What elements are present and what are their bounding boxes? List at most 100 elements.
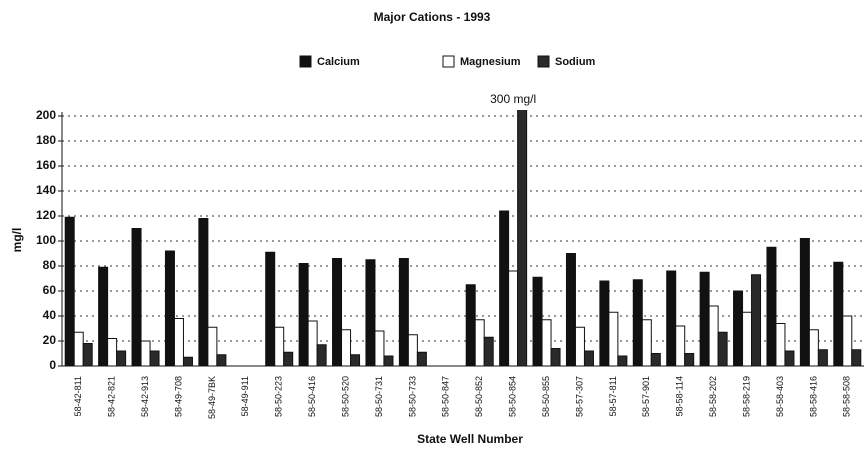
bar (149, 350, 160, 367)
bar (341, 329, 352, 367)
x-tick-label: 58-58-202 (708, 376, 718, 417)
bar (833, 261, 844, 367)
chart-title: Major Cations - 1993 (374, 10, 491, 24)
y-tick-label: 20 (43, 333, 57, 347)
y-tick-label: 60 (43, 283, 57, 297)
y-axis-title: mg/l (10, 228, 24, 253)
x-tick-label: 58-57-811 (608, 376, 618, 416)
bar (307, 320, 318, 367)
legend-label: Calcium (317, 56, 360, 68)
x-axis-title: State Well Number (417, 432, 523, 446)
bar (365, 259, 376, 367)
bar (508, 270, 519, 367)
bar (608, 311, 619, 367)
bar (483, 336, 494, 367)
x-tick-label: 58-50-847 (441, 376, 451, 417)
x-tick-label: 58-57-901 (641, 376, 651, 417)
bar (565, 253, 576, 367)
x-tick-label: 58-57-307 (574, 376, 584, 417)
bar (398, 258, 409, 367)
x-tick-label: 58-42-821 (107, 376, 117, 417)
bar (550, 348, 561, 367)
x-tick-label: 58-49-7BK (207, 376, 217, 419)
bars (64, 110, 862, 367)
bar (298, 263, 309, 367)
bar (799, 238, 810, 367)
y-tick-label: 160 (36, 158, 56, 172)
bar (198, 218, 209, 367)
bar (733, 290, 744, 367)
bar (675, 325, 686, 367)
bar (499, 210, 510, 367)
x-tick-label: 58-58-219 (741, 376, 751, 417)
bar (164, 250, 175, 367)
y-tick-label: 180 (36, 133, 56, 147)
legend-swatch (442, 55, 455, 68)
bar (316, 344, 327, 367)
x-tick-label: 58-50-223 (274, 376, 284, 417)
bar (599, 280, 610, 367)
x-tick-label: 58-50-520 (340, 376, 350, 417)
x-tick-label: 58-50-855 (541, 376, 551, 417)
bar (474, 319, 485, 367)
bar (73, 331, 84, 367)
x-tick-label: 58-50-733 (407, 376, 417, 417)
bar (465, 284, 476, 367)
bar (817, 349, 828, 367)
y-tick-label: 100 (36, 233, 56, 247)
bar (173, 318, 184, 367)
bar (350, 354, 361, 367)
x-tick-label: 58-50-852 (474, 376, 484, 417)
legend-label: Sodium (555, 56, 596, 68)
y-tick-label: 0 (49, 358, 56, 372)
bar (541, 319, 552, 367)
bar (751, 274, 762, 367)
x-tick-label: 58-50-731 (374, 376, 384, 417)
bar (742, 311, 753, 367)
bar (283, 351, 294, 367)
y-tick-label: 40 (43, 308, 57, 322)
bar (98, 266, 109, 367)
bar (583, 350, 594, 367)
bar (708, 305, 719, 367)
legend-label: Magnesium (460, 56, 521, 68)
annotation: 300 mg/l (490, 92, 536, 106)
bar (666, 270, 677, 367)
bar (684, 353, 695, 367)
bar (64, 216, 75, 367)
x-tick-label: 58-58-114 (675, 376, 685, 416)
bar (517, 110, 528, 367)
bar (182, 356, 193, 367)
x-tick-label: 58-49-708 (173, 376, 183, 417)
bar (717, 331, 728, 367)
bar (641, 319, 652, 367)
bar (374, 330, 385, 367)
bar (207, 326, 218, 367)
y-tick-label: 80 (43, 258, 57, 272)
bar (383, 355, 394, 367)
bar (116, 350, 127, 367)
bar (216, 354, 227, 367)
bar (274, 326, 285, 367)
bar (784, 350, 795, 367)
bar (851, 349, 862, 367)
bar (632, 279, 643, 367)
y-tick-label: 200 (36, 108, 56, 122)
x-tick-label: 58-49-911 (240, 376, 250, 416)
bar (775, 323, 786, 367)
bar (808, 329, 819, 367)
y-tick-label: 120 (36, 208, 56, 222)
bar (140, 340, 151, 367)
bar (699, 271, 710, 367)
x-tick-label: 58-42-913 (140, 376, 150, 417)
bar (416, 351, 427, 367)
bar (82, 343, 93, 367)
x-tick-label: 58-42-811 (73, 376, 83, 416)
bar (766, 246, 777, 367)
bar (574, 326, 585, 367)
bar (265, 251, 276, 367)
x-tick-label: 58-58-416 (808, 376, 818, 417)
bar (617, 355, 628, 367)
bar (407, 334, 418, 367)
